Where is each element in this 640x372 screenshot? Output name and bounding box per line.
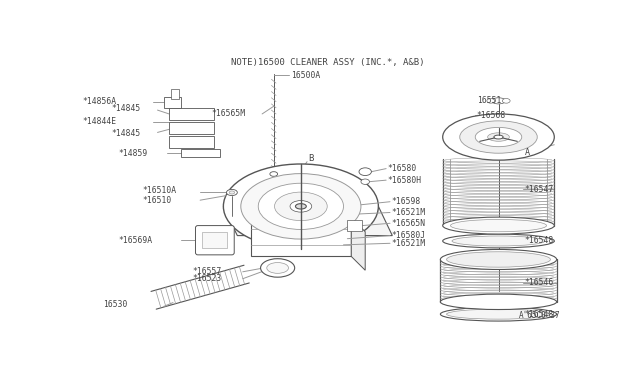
Ellipse shape xyxy=(492,98,506,104)
Ellipse shape xyxy=(270,172,278,176)
Text: A'65C0:37: A'65C0:37 xyxy=(519,311,561,320)
FancyBboxPatch shape xyxy=(195,225,234,255)
Ellipse shape xyxy=(275,192,327,221)
Ellipse shape xyxy=(443,234,554,248)
Ellipse shape xyxy=(267,263,289,273)
Text: A: A xyxy=(525,148,530,157)
Ellipse shape xyxy=(223,164,378,249)
Text: NOTE)16500 CLEANER ASSY (INC.*, A&B): NOTE)16500 CLEANER ASSY (INC.*, A&B) xyxy=(231,58,425,67)
Text: *16568: *16568 xyxy=(477,111,506,120)
Ellipse shape xyxy=(259,183,344,230)
Text: *14856A: *14856A xyxy=(83,97,116,106)
Text: *16521M: *16521M xyxy=(392,239,426,248)
Text: *16521M: *16521M xyxy=(392,208,426,217)
Ellipse shape xyxy=(361,179,369,185)
Ellipse shape xyxy=(229,191,235,194)
Ellipse shape xyxy=(443,114,554,160)
Ellipse shape xyxy=(440,307,557,321)
Ellipse shape xyxy=(296,203,307,209)
Ellipse shape xyxy=(452,236,545,246)
Ellipse shape xyxy=(488,133,509,141)
Text: *16548: *16548 xyxy=(525,310,554,319)
Ellipse shape xyxy=(290,201,312,212)
Ellipse shape xyxy=(440,294,557,310)
Text: 16500A: 16500A xyxy=(291,71,320,80)
Bar xyxy=(347,220,362,231)
Text: *16546: *16546 xyxy=(525,278,554,287)
Text: B: B xyxy=(308,154,314,163)
Text: *14844E: *14844E xyxy=(83,117,116,126)
Ellipse shape xyxy=(487,99,495,103)
Text: *16580: *16580 xyxy=(388,164,417,173)
Text: *14845: *14845 xyxy=(111,104,140,113)
Ellipse shape xyxy=(447,252,550,267)
Ellipse shape xyxy=(451,219,547,232)
Ellipse shape xyxy=(359,168,371,176)
Ellipse shape xyxy=(494,135,503,139)
Text: *14845: *14845 xyxy=(111,129,140,138)
Text: *16510: *16510 xyxy=(142,196,172,205)
Text: *14859: *14859 xyxy=(119,149,148,158)
Bar xyxy=(169,122,214,134)
Ellipse shape xyxy=(497,115,500,116)
Text: 16530: 16530 xyxy=(103,301,127,310)
Text: *16557: *16557 xyxy=(193,267,221,276)
Ellipse shape xyxy=(495,113,502,118)
Text: *16523: *16523 xyxy=(193,274,221,283)
Ellipse shape xyxy=(476,128,522,147)
Ellipse shape xyxy=(227,189,237,196)
Bar xyxy=(172,89,179,99)
Ellipse shape xyxy=(460,121,537,153)
Text: *16569A: *16569A xyxy=(119,236,153,245)
Polygon shape xyxy=(223,206,392,235)
Bar xyxy=(250,218,351,256)
Ellipse shape xyxy=(260,259,294,277)
Text: 16551: 16551 xyxy=(477,96,501,105)
Ellipse shape xyxy=(440,250,557,269)
Ellipse shape xyxy=(502,99,510,103)
Text: *16565N: *16565N xyxy=(392,219,426,228)
Polygon shape xyxy=(351,218,365,270)
Ellipse shape xyxy=(443,217,554,234)
Text: *16565M: *16565M xyxy=(212,109,246,118)
Bar xyxy=(202,232,227,248)
Bar xyxy=(169,135,214,148)
Text: *16510A: *16510A xyxy=(142,186,176,195)
Bar xyxy=(164,97,180,108)
Bar xyxy=(180,150,220,157)
Text: *16580J: *16580J xyxy=(392,231,426,240)
Text: *16580H: *16580H xyxy=(388,176,422,185)
Text: *16598: *16598 xyxy=(392,197,421,206)
Ellipse shape xyxy=(447,309,550,319)
Text: *16547: *16547 xyxy=(525,185,554,194)
Bar xyxy=(169,108,214,120)
Ellipse shape xyxy=(241,174,361,239)
Text: *16548: *16548 xyxy=(525,237,554,246)
